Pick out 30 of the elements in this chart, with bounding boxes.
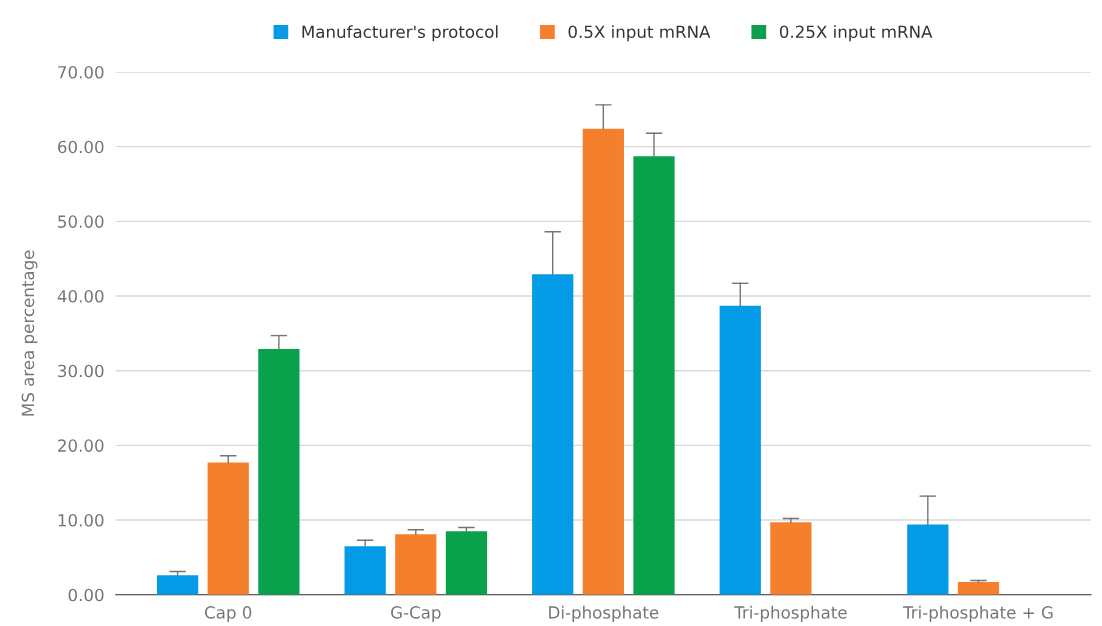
y-tick-label: 30.00 <box>58 364 104 378</box>
y-tick-label: 10.00 <box>58 513 104 527</box>
x-tick-label: Di-phosphate <box>549 605 659 622</box>
bar <box>770 522 812 595</box>
legend-label: 0.25X input mRNA <box>779 25 933 42</box>
y-tick-label: 50.00 <box>58 215 104 228</box>
legend-label: Manufacturer's protocol <box>302 25 498 42</box>
bar <box>344 546 386 595</box>
x-tick-label: Cap 0 <box>205 606 252 622</box>
bar <box>445 531 488 595</box>
bar <box>907 524 949 595</box>
bar <box>532 274 574 595</box>
bar <box>207 462 249 595</box>
bar <box>719 305 761 595</box>
legend-label: 0.5X input mRNA <box>568 25 711 42</box>
y-tick-label: 40.00 <box>57 289 104 303</box>
x-tick-label: Tri-phosphate + G <box>902 605 1053 622</box>
y-tick-label: 20.00 <box>58 439 104 452</box>
bar <box>395 534 437 595</box>
bar <box>582 128 624 595</box>
y-tick-label: 60.00 <box>58 140 104 154</box>
bar <box>957 582 1000 595</box>
bar <box>633 156 675 595</box>
y-tick-label: 0.00 <box>68 588 104 602</box>
x-tick-label: G-Cap <box>391 606 441 622</box>
y-tick-label: 70.00 <box>58 65 104 79</box>
y-axis-title: MS area percentage <box>21 250 38 416</box>
x-tick-label: Tri-phosphate <box>734 605 847 622</box>
bar <box>156 575 199 595</box>
bar <box>258 349 300 595</box>
